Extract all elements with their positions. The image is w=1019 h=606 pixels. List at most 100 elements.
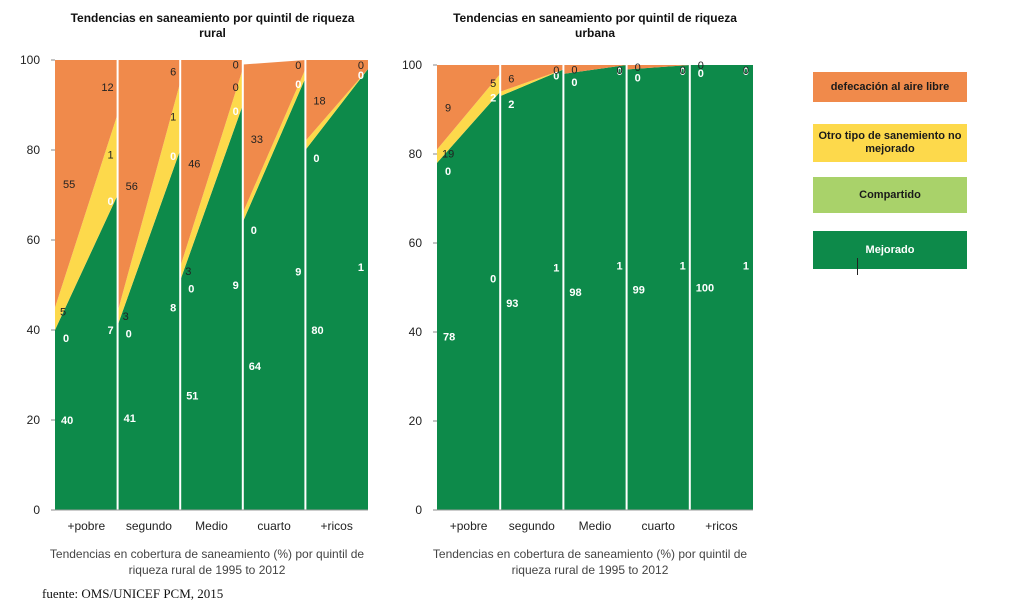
data-label: 0 (170, 151, 176, 163)
data-label: 0 (445, 166, 451, 178)
y-tick-label: 0 (415, 503, 422, 517)
x-tick-label: cuarto (257, 519, 291, 533)
data-label: 1 (107, 150, 113, 162)
data-label: 9 (295, 267, 301, 279)
data-label: 0 (553, 70, 559, 82)
y-tick-label: 60 (409, 236, 423, 250)
y-tick-label: 80 (409, 147, 423, 161)
data-label: 0 (233, 82, 239, 94)
data-label: 51 (186, 390, 198, 402)
data-label: 6 (170, 66, 176, 78)
text-cursor (857, 258, 858, 275)
data-label: 0 (571, 77, 577, 89)
x-tick-label: +ricos (321, 519, 353, 533)
y-tick-label: 80 (27, 143, 41, 157)
data-label: 0 (107, 196, 113, 208)
data-label: 98 (569, 287, 581, 299)
y-tick-label: 40 (27, 323, 41, 337)
area-otro-3 (242, 69, 306, 222)
data-label: 99 (633, 285, 645, 297)
data-label: 7 (107, 325, 113, 337)
data-label: 0 (698, 68, 704, 80)
urban-chart-caption: Tendencias en cobertura de saneamiento (… (432, 547, 748, 577)
rural-chart-caption: Tendencias en cobertura de saneamiento (… (49, 547, 365, 577)
data-label: 0 (635, 62, 641, 74)
area-mejorado-4 (305, 69, 368, 510)
area-mejorado-2 (180, 105, 243, 510)
area-defecación-1 (500, 65, 564, 92)
data-label: 0 (743, 66, 749, 78)
area-mejorado-1 (117, 150, 181, 510)
data-label: 0 (680, 66, 686, 78)
data-label: 2 (508, 99, 514, 111)
y-tick-label: 20 (409, 414, 423, 428)
data-label: 33 (251, 134, 263, 146)
area-mejorado-0 (437, 91, 501, 510)
area-defecación-0 (437, 65, 501, 150)
x-tick-label: segundo (509, 519, 555, 533)
area-mejorado-4 (689, 65, 753, 510)
data-label: 9 (445, 102, 451, 114)
legend-shared: Compartido (813, 177, 967, 213)
area-otro-1 (500, 69, 564, 97)
area-mejorado-2 (563, 65, 627, 510)
data-label: 0 (63, 333, 69, 345)
data-label: 0 (635, 72, 641, 84)
data-label: 1 (616, 260, 622, 272)
data-label: 1 (170, 111, 176, 123)
y-tick-label: 0 (33, 503, 40, 517)
data-label: 64 (249, 361, 262, 373)
data-label: 2 (490, 93, 496, 105)
data-label: 1 (743, 260, 749, 272)
source-note: fuente: OMS/UNICEF PCM, 2015 (42, 586, 224, 601)
data-label: 41 (124, 413, 136, 425)
area-mejorado-3 (242, 78, 306, 510)
area-otro-0 (437, 73, 501, 163)
data-label: 0 (358, 60, 364, 72)
data-label: 46 (188, 159, 200, 171)
data-label: 80 (311, 325, 323, 337)
x-tick-label: Medio (195, 519, 228, 533)
y-tick-label: 40 (409, 325, 423, 339)
data-label: 5 (490, 78, 496, 90)
urban-chart-title: Tendencias en saneamiento por quintil de… (453, 11, 737, 40)
x-tick-label: +pobre (67, 519, 105, 533)
data-label: 0 (490, 274, 496, 286)
rural-chart-title: Tendencias en saneamiento por quintil de… (70, 11, 355, 40)
data-label: 1 (358, 262, 364, 274)
x-tick-label: +pobre (450, 519, 488, 533)
data-label: 0 (233, 106, 239, 118)
area-otro-4 (305, 69, 368, 150)
data-label: 6 (508, 73, 514, 85)
data-label: 0 (616, 66, 622, 78)
area-defecación-2 (563, 65, 627, 74)
legend-other-unimproved: Otro tipo de sanemiento no mejorado (813, 124, 967, 162)
area-defecación-3 (626, 65, 690, 70)
data-label: 93 (506, 298, 518, 310)
area-defecación-3 (242, 60, 306, 213)
y-tick-label: 100 (20, 53, 40, 67)
data-label: 5 (60, 307, 66, 319)
area-otro-0 (55, 114, 118, 330)
data-label: 55 (63, 179, 75, 191)
data-label: 0 (295, 60, 301, 72)
data-label: 19 (442, 149, 454, 161)
data-label: 56 (126, 181, 138, 193)
area-defecación-2 (180, 60, 243, 267)
legend-improved: Mejorado (813, 231, 967, 269)
data-label: 8 (170, 303, 176, 315)
data-label: 0 (553, 65, 559, 77)
area-mejorado-3 (626, 65, 690, 510)
data-label: 0 (680, 65, 686, 77)
data-label: 1 (553, 262, 559, 274)
area-defecación-1 (117, 60, 181, 312)
data-label: 0 (743, 65, 749, 77)
legend-open-defecation: defecación al aire libre (813, 72, 967, 102)
data-label: 18 (313, 96, 325, 108)
x-tick-label: segundo (126, 519, 172, 533)
y-tick-label: 100 (402, 58, 422, 72)
area-otro-2 (180, 69, 243, 281)
